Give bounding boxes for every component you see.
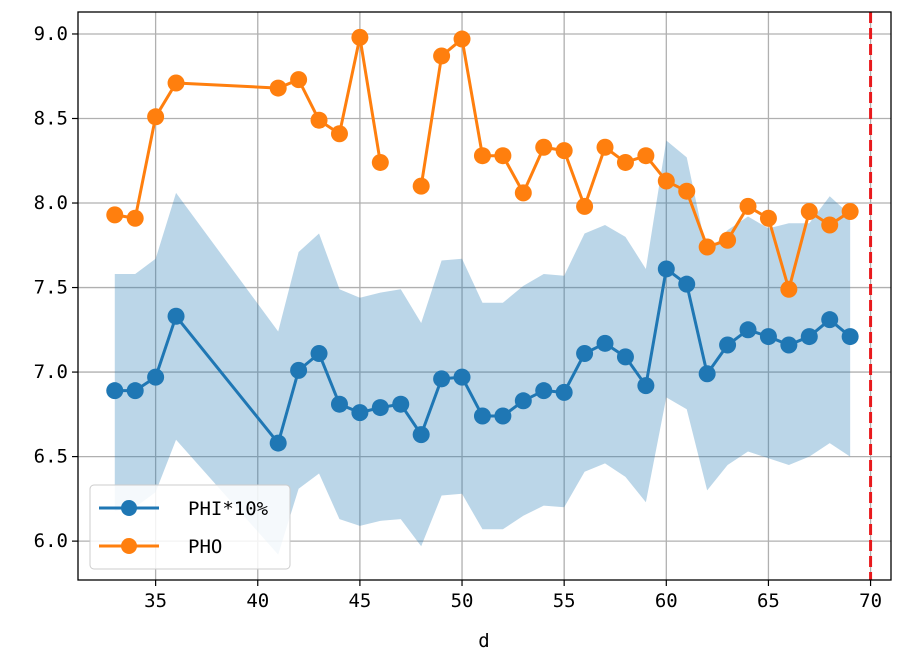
data-point — [719, 336, 737, 354]
data-point — [453, 30, 471, 48]
x-tick-label: 60 — [655, 590, 678, 612]
data-point — [351, 28, 369, 46]
data-point — [371, 153, 389, 171]
x-tick-label: 65 — [757, 590, 780, 612]
data-point — [473, 407, 491, 425]
data-point — [596, 138, 614, 156]
data-point — [535, 382, 553, 400]
legend: PHI*10% PHO — [89, 484, 291, 570]
data-point — [800, 328, 818, 346]
data-point — [555, 142, 573, 160]
data-point — [433, 370, 451, 388]
y-tick-label: 8.5 — [34, 108, 68, 130]
data-point — [800, 202, 818, 220]
series-line — [114, 35, 851, 291]
data-point — [698, 365, 716, 383]
x-tick-label: 45 — [348, 590, 371, 612]
confidence-band — [114, 140, 851, 555]
data-point — [412, 177, 430, 195]
data-point — [147, 368, 165, 386]
data-point — [719, 231, 737, 249]
data-point — [678, 182, 696, 200]
x-axis-label: d — [478, 630, 489, 652]
data-point — [739, 321, 757, 339]
x-tick-label: 55 — [553, 590, 576, 612]
data-point — [351, 404, 369, 422]
y-tick-label: 8.0 — [34, 192, 68, 214]
data-point — [841, 202, 859, 220]
y-tick-label: 6.5 — [34, 446, 68, 468]
data-point — [433, 47, 451, 65]
legend-marker-phi — [121, 500, 137, 516]
data-point — [371, 399, 389, 417]
data-point — [616, 348, 634, 366]
y-tick-label: 7.5 — [34, 277, 68, 299]
y-tick-label: 9.0 — [34, 23, 68, 45]
data-point — [616, 153, 634, 171]
data-point — [514, 184, 532, 202]
data-point — [392, 395, 410, 413]
data-point — [290, 71, 308, 89]
data-point — [167, 74, 185, 92]
data-point — [576, 344, 594, 362]
data-point — [473, 147, 491, 165]
data-point — [739, 197, 757, 215]
y-tick-label: 7.0 — [34, 361, 68, 383]
data-point — [555, 383, 573, 401]
x-tick-label: 40 — [246, 590, 269, 612]
data-point — [330, 395, 348, 413]
data-point — [821, 311, 839, 329]
data-point — [290, 361, 308, 379]
series-PHI*10% — [106, 260, 859, 452]
legend-box — [89, 484, 291, 570]
legend-label-pho: PHO — [188, 536, 222, 558]
data-point — [759, 209, 777, 227]
data-point — [106, 382, 124, 400]
data-point — [596, 334, 614, 352]
data-point — [576, 197, 594, 215]
data-point — [310, 344, 328, 362]
x-tick-label: 70 — [859, 590, 882, 612]
plot-frame — [77, 11, 892, 581]
data-point — [310, 111, 328, 129]
y-tick-label: 6.0 — [34, 530, 68, 552]
data-point — [269, 79, 287, 97]
data-point — [821, 216, 839, 234]
data-point — [535, 138, 553, 156]
data-point — [167, 307, 185, 325]
data-point — [514, 392, 532, 410]
data-point — [106, 206, 124, 224]
series-PHO — [106, 28, 859, 298]
data-point — [412, 426, 430, 444]
data-point — [637, 147, 655, 165]
data-point — [780, 336, 798, 354]
legend-label-phi: PHI*10% — [188, 498, 269, 520]
data-point — [780, 280, 798, 298]
data-point — [637, 377, 655, 395]
data-point — [126, 209, 144, 227]
x-tick-label: 35 — [144, 590, 167, 612]
data-point — [126, 382, 144, 400]
series-layer — [106, 28, 859, 452]
band-area — [114, 140, 851, 555]
data-point — [269, 434, 287, 452]
x-tick-label: 50 — [451, 590, 474, 612]
y-axis-ticks: 6.0 6.5 7.0 7.5 8.0 8.5 9.0 — [34, 23, 78, 552]
data-point — [841, 328, 859, 346]
data-point — [494, 147, 512, 165]
data-point — [657, 260, 675, 278]
data-point — [494, 407, 512, 425]
data-point — [759, 328, 777, 346]
data-point — [330, 125, 348, 143]
data-point — [698, 238, 716, 256]
data-point — [453, 368, 471, 386]
x-axis-ticks: 35 40 45 50 55 60 65 70 — [144, 580, 882, 612]
data-point — [657, 172, 675, 190]
data-point — [678, 275, 696, 293]
data-point — [147, 108, 165, 126]
legend-marker-pho — [121, 538, 137, 554]
